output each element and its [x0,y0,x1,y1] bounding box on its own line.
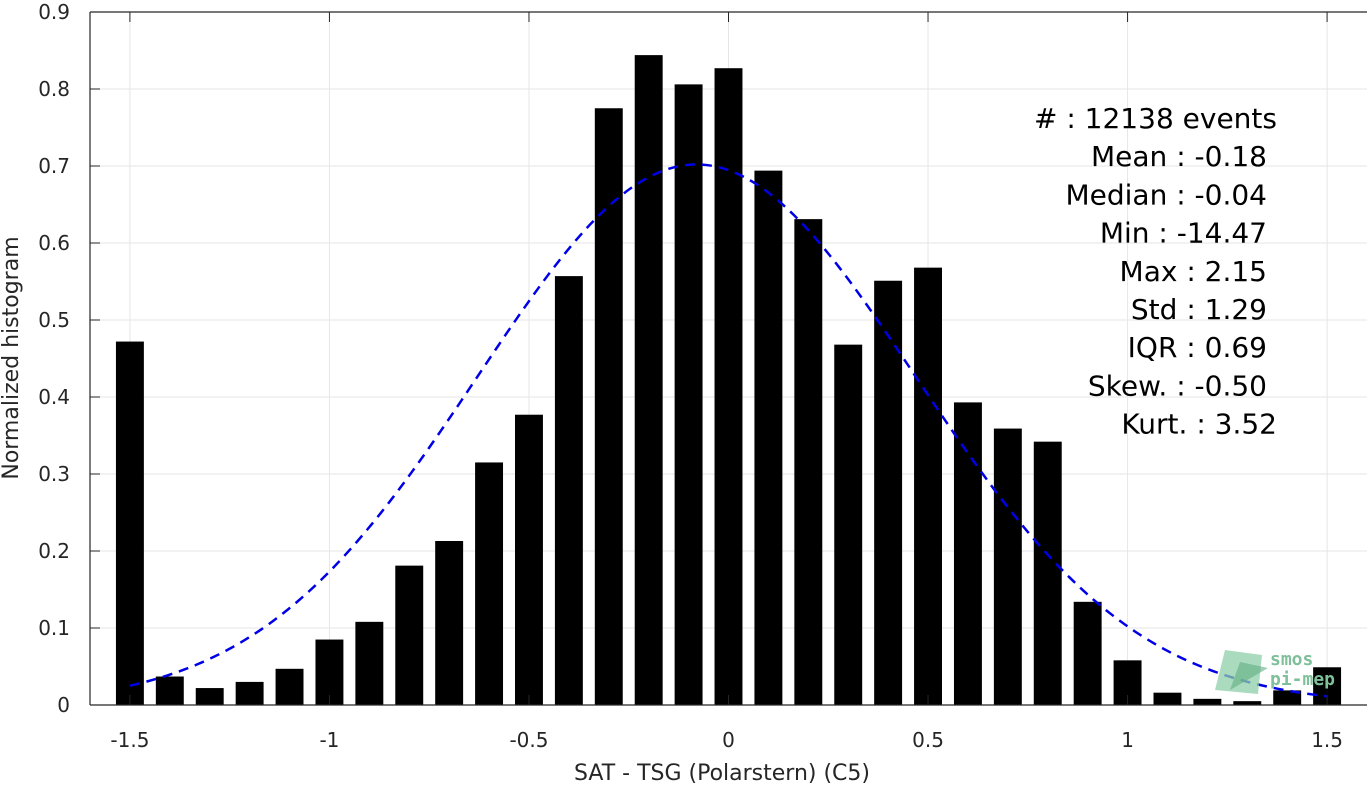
histogram-bar [993,428,1022,705]
y-tick-label: 0 [57,693,70,717]
histogram-bar [714,68,743,705]
stat-line: Max : 2.15 [1120,255,1267,288]
histogram-bar [634,55,663,706]
stat-line: Mean : -0.18 [1091,140,1267,173]
histogram-bar [475,462,504,705]
y-tick-label: 0.8 [38,77,70,101]
histogram-bar [315,639,344,705]
histogram-bar [834,344,863,705]
histogram-bar [515,414,543,705]
stat-line: # : 12138 events [1034,102,1277,135]
x-tick-label: -1.5 [110,728,149,752]
histogram-bar [953,402,982,705]
x-tick-label: 1.5 [1311,728,1343,752]
x-tick-label: -0.5 [509,728,548,752]
histogram-bar [195,688,224,705]
plot-axes [89,11,1367,706]
histogram-bar [395,565,424,705]
histogram-bar [355,621,384,705]
histogram-bars [115,55,1342,706]
y-tick-label: 0.6 [38,231,70,255]
stat-line: Std : 1.29 [1131,293,1267,326]
histogram-bar [155,676,184,705]
stat-line: Kurt. : 3.52 [1121,408,1277,441]
x-tick-labels: -1.5 -1 -0.5 0 0.5 1 1.5 [110,728,1343,752]
x-tick-label: 0.5 [912,728,944,752]
y-tick-label: 0.2 [38,539,70,563]
histogram-bar [914,267,942,705]
histogram-bar [594,108,623,705]
histogram-bar [435,540,464,705]
y-tick-label: 0.7 [38,154,70,178]
smos-pi-mep-logo: smos pi-mep [1215,649,1335,694]
y-tick-label: 0.5 [38,308,70,332]
svg-text:pi-mep: pi-mep [1270,669,1335,690]
y-tick-label: 0.9 [38,0,70,24]
histogram-bar [1233,701,1262,705]
histogram-bar [1273,690,1302,705]
stat-line: IQR : 0.69 [1128,331,1267,364]
histogram-bar [115,341,144,705]
histogram-bar [1193,698,1222,705]
y-axis-title: Normalized histogram [0,236,24,479]
x-tick-label: 1 [1121,728,1134,752]
y-tick-label: 0.1 [38,616,70,640]
y-tick-labels: 0 0.1 0.2 0.3 0.4 0.5 0.6 0.7 0.8 0.9 [38,0,70,717]
histogram-bar [1153,692,1182,705]
y-tick-label: 0.3 [38,462,70,486]
stat-line: Skew. : -0.50 [1088,369,1267,402]
x-tick-label: -1 [319,728,339,752]
histogram-bar [794,219,823,705]
stat-line: Median : -0.04 [1065,178,1267,211]
svg-text:smos: smos [1270,649,1313,670]
statistics-box: # : 12138 events Mean : -0.18 Median : -0.… [1034,102,1277,441]
histogram-bar [754,170,783,705]
histogram-bar [1033,441,1062,705]
stat-line: Min : -14.47 [1100,217,1267,250]
histogram-bar [275,668,304,705]
histogram-bar [1073,601,1102,705]
histogram-bar [874,280,903,705]
x-tick-label: 0 [722,728,735,752]
histogram-bar [235,681,264,705]
y-tick-label: 0.4 [38,385,70,409]
histogram-bar [554,276,583,705]
x-axis-title: SAT - TSG (Polarstern) (C5) [574,761,870,785]
histogram-bar [674,84,703,705]
